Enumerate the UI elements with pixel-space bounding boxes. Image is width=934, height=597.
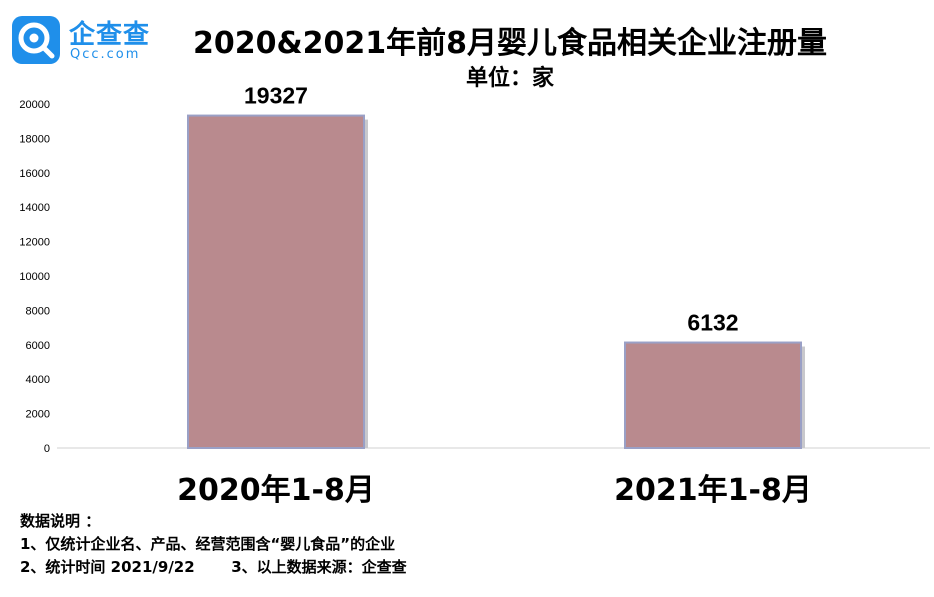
x-tick-label: 2021年1-8月 [614, 473, 812, 508]
y-tick-label: 16000 [19, 168, 50, 180]
qcc-logo: 企查查 Qcc.com [12, 14, 152, 66]
y-tick-label: 0 [44, 443, 50, 455]
y-tick-label: 18000 [19, 133, 50, 145]
data-notes: 数据说明 ： 1、仅统计企业名、产品、经营范围含“婴儿食品”的企业 2、统计时间… [20, 510, 407, 579]
y-tick-label: 8000 [26, 305, 50, 317]
chart-subtitle: 单位：家 [465, 66, 554, 91]
data-label: 19327 [244, 83, 308, 109]
logo-name: 企查查 [69, 20, 151, 50]
notes-line-2: 2、统计时间 2021/9/22 3、以上数据来源：企查查 [20, 558, 407, 576]
y-tick-label: 12000 [19, 237, 50, 249]
y-tick-label: 20000 [19, 99, 50, 111]
chart-title: 2020&2021年前8月婴儿食品相关企业注册量 [192, 26, 828, 61]
bar [624, 341, 802, 449]
qcc-logo-icon [12, 16, 60, 64]
data-label: 6132 [687, 310, 738, 336]
x-tick-label: 2020年1-8月 [177, 473, 375, 508]
y-tick-label: 2000 [26, 409, 50, 421]
notes-line-1: 1、仅统计企业名、产品、经营范围含“婴儿食品”的企业 [20, 535, 396, 553]
notes-heading: 数据说明 ： [20, 512, 101, 530]
bar [187, 114, 365, 450]
y-tick-label: 10000 [19, 271, 50, 283]
y-tick-label: 14000 [19, 202, 50, 214]
logo-domain: Qcc.com [70, 47, 141, 62]
y-tick-label: 6000 [26, 340, 50, 352]
y-tick-label: 4000 [26, 374, 50, 386]
